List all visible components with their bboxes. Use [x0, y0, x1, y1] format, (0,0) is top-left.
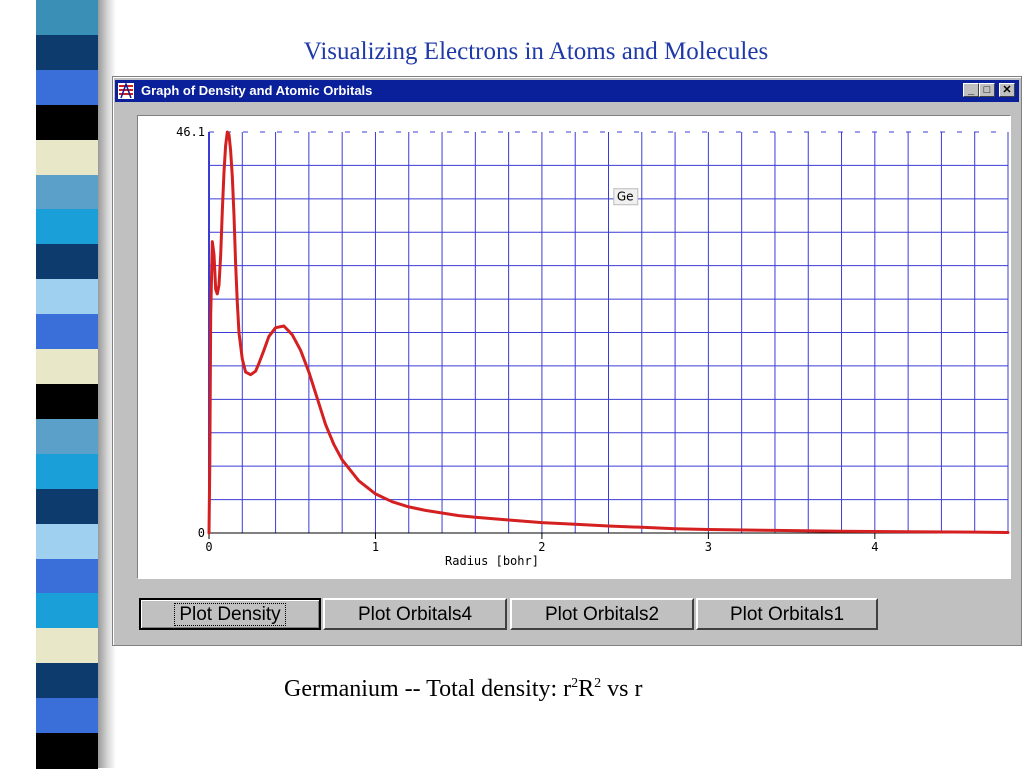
x-axis-label: Radius [bohr] — [445, 554, 539, 568]
strip-block — [36, 628, 98, 665]
window-title: Graph of Density and Atomic Orbitals — [141, 83, 373, 98]
element-label-box — [613, 188, 639, 206]
strip-block — [36, 209, 98, 246]
x-tick-label: 1 — [372, 540, 379, 554]
y-tick-label: 0 — [198, 526, 205, 540]
strip-block — [36, 384, 98, 420]
density-curve — [207, 130, 1010, 535]
app-window: Graph of Density and Atomic Orbitals _ □… — [112, 76, 1022, 646]
strip-block — [36, 314, 98, 351]
minimize-button[interactable]: _ — [963, 83, 979, 97]
strip-block — [36, 698, 98, 735]
strip-block — [36, 139, 98, 176]
x-tick-label: 0 — [205, 540, 212, 554]
strip-block — [36, 558, 98, 595]
plot-orbitals1-button[interactable]: Plot Orbitals1 — [696, 598, 878, 630]
strip-block — [36, 733, 98, 769]
app-icon[interactable] — [118, 81, 134, 99]
strip-block — [36, 104, 98, 141]
y-tick-label: 46.1 — [176, 125, 205, 139]
density-chart: 0 1 2 3 4 0 46.1 Radius [bohr] Ge — [176, 125, 1010, 568]
strip-block — [36, 0, 98, 36]
strip-block — [36, 69, 98, 106]
close-button[interactable]: ✕ — [999, 83, 1015, 97]
element-label: Ge — [617, 190, 634, 204]
strip-block — [36, 453, 98, 490]
maximize-button[interactable]: □ — [979, 83, 995, 97]
plot-area: 0 1 2 3 4 0 46.1 Radius [bohr] Ge — [137, 115, 1011, 579]
strip-block — [36, 663, 98, 700]
strip-block — [36, 34, 98, 71]
caption-exponent-1: 2 — [571, 676, 579, 691]
slide-caption: Germanium -- Total density: r2R2 vs r — [284, 676, 643, 703]
caption-suffix: vs r — [601, 676, 643, 702]
caption-prefix: Germanium -- Total density: r — [284, 676, 572, 702]
strip-block — [36, 488, 98, 525]
plot-density-button[interactable]: Plot Density — [139, 598, 321, 630]
strip-block — [36, 418, 98, 455]
strip-block — [36, 593, 98, 630]
strip-block — [36, 244, 98, 281]
x-tick-label: 4 — [871, 540, 878, 554]
caption-mid: R — [578, 676, 595, 702]
x-tick-label: 3 — [705, 540, 712, 554]
strip-block — [36, 279, 98, 316]
slide-title: Visualizing Electrons in Atoms and Molec… — [303, 38, 769, 65]
plot-density-label: Plot Density — [174, 602, 286, 626]
plot-orbitals4-button[interactable]: Plot Orbitals4 — [323, 598, 507, 630]
strip-shadow — [98, 0, 116, 768]
x-tick-label: 2 — [538, 540, 545, 554]
strip-block — [36, 349, 98, 385]
strip-block — [36, 523, 98, 560]
caption-exponent-2: 2 — [594, 676, 602, 691]
window-titlebar[interactable]: Graph of Density and Atomic Orbitals _ □… — [115, 80, 1019, 102]
plot-orbitals2-button[interactable]: Plot Orbitals2 — [510, 598, 694, 630]
strip-block — [36, 174, 98, 211]
decorative-strip — [0, 0, 118, 769]
